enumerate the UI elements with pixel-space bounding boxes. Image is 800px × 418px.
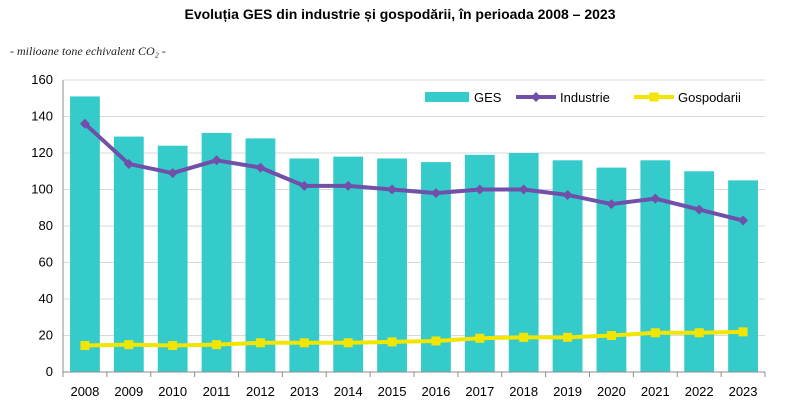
legend-marker-gospodarii <box>649 92 659 102</box>
point-gospodarii-2021 <box>650 328 660 338</box>
x-tick-label-2008: 2008 <box>70 384 99 399</box>
x-tick-label-2009: 2009 <box>114 384 143 399</box>
bar-2014 <box>333 156 364 372</box>
x-tick-label-2012: 2012 <box>246 384 275 399</box>
x-tick-labels: 2008 2009 2010 2011 2012 2013 2014 2015 2016 2017… <box>70 384 757 399</box>
bar-2012 <box>245 138 276 372</box>
point-gospodarii-2019 <box>563 332 573 342</box>
point-industrie-2019 <box>562 189 573 200</box>
x-tick-label-2023: 2023 <box>729 384 758 399</box>
bar-2023 <box>728 180 758 372</box>
line-industrie <box>83 122 744 223</box>
point-industrie-2008 <box>79 118 90 129</box>
legend-label-gospodarii: Gospodarii <box>678 90 741 105</box>
point-gospodarii-2018 <box>519 332 529 342</box>
point-gospodarii-2023 <box>738 327 748 337</box>
point-industrie-2017 <box>474 184 485 195</box>
bar-2021 <box>640 160 671 372</box>
y-tick-label-100: 100 <box>31 182 53 197</box>
legend-marker-industrie <box>531 92 541 102</box>
point-industrie-2016 <box>430 188 441 199</box>
bar-series <box>70 96 758 373</box>
bar-2020 <box>596 167 627 372</box>
point-gospodarii-2017 <box>475 333 485 343</box>
legend-item-gospodarii: Gospodarii <box>634 90 741 105</box>
point-gospodarii-2015 <box>387 337 397 347</box>
legend: GES Industrie Gospodarii <box>425 90 741 105</box>
y-tick-label-0: 0 <box>46 364 53 379</box>
point-gospodarii-2012 <box>255 338 265 348</box>
y-tick-label-80: 80 <box>39 218 53 233</box>
x-tick-label-2022: 2022 <box>685 384 714 399</box>
line-series <box>79 118 749 351</box>
legend-item-industrie: Industrie <box>516 90 610 105</box>
point-industrie-2022 <box>694 204 705 215</box>
point-industrie-2011 <box>211 155 222 166</box>
point-industrie-2010 <box>167 168 178 179</box>
point-gospodarii-2013 <box>299 338 309 348</box>
legend-label-industrie: Industrie <box>560 90 610 105</box>
point-industrie-2015 <box>387 184 398 195</box>
point-gospodarii-2022 <box>694 328 704 338</box>
chart-unit-label: - milioane tone echivalent CO₂ - <box>10 44 166 58</box>
x-tick-label-2015: 2015 <box>378 384 407 399</box>
bar-2022 <box>684 171 715 372</box>
x-tick-label-2020: 2020 <box>597 384 626 399</box>
point-industrie-2018 <box>518 184 529 195</box>
point-industrie-2013 <box>299 180 310 191</box>
legend-item-ges: GES <box>425 90 502 105</box>
point-industrie-2021 <box>650 193 661 204</box>
x-tick-label-2021: 2021 <box>641 384 670 399</box>
x-tick-label-2018: 2018 <box>509 384 538 399</box>
y-tick-label-40: 40 <box>39 291 53 306</box>
legend-swatch-ges <box>425 92 469 102</box>
bar-2011 <box>201 132 232 372</box>
point-industrie-2012 <box>255 162 266 173</box>
bar-2009 <box>113 136 144 372</box>
point-industrie-2020 <box>606 199 617 210</box>
y-tick-label-140: 140 <box>31 109 53 124</box>
x-tick-label-2019: 2019 <box>553 384 582 399</box>
point-industrie-2009 <box>123 158 134 169</box>
x-tick-label-2011: 2011 <box>203 384 231 399</box>
y-tick-label-160: 160 <box>31 72 53 87</box>
point-gospodarii-2009 <box>124 340 134 350</box>
point-industrie-2023 <box>738 215 749 226</box>
point-gospodarii-2020 <box>606 331 616 340</box>
point-gospodarii-2016 <box>431 336 441 346</box>
point-gospodarii-2011 <box>212 340 222 350</box>
x-tick-label-2014: 2014 <box>334 384 363 399</box>
x-tick-label-2016: 2016 <box>421 384 450 399</box>
legend-label-ges: GES <box>474 90 502 105</box>
y-tick-labels: 0 20 40 60 80 100 120 140 160 <box>31 72 53 379</box>
y-tick-label-20: 20 <box>39 328 53 343</box>
bar-2013 <box>289 158 320 372</box>
bar-2010 <box>157 145 188 372</box>
line-gospodarii <box>84 329 744 348</box>
bar-2008 <box>70 96 100 373</box>
point-industrie-2014 <box>343 180 354 191</box>
point-gospodarii-2010 <box>168 341 178 351</box>
point-gospodarii-2014 <box>343 338 353 348</box>
x-tick-label-2017: 2017 <box>465 384 494 399</box>
y-tick-label-120: 120 <box>31 145 53 160</box>
axes <box>62 80 766 377</box>
point-gospodarii-2008 <box>80 341 90 351</box>
y-tick-label-60: 60 <box>39 255 53 270</box>
x-tick-label-2010: 2010 <box>158 384 187 399</box>
x-tick-label-2013: 2013 <box>290 384 319 399</box>
chart-title: Evoluția GES din industrie și gospodării… <box>184 6 616 22</box>
